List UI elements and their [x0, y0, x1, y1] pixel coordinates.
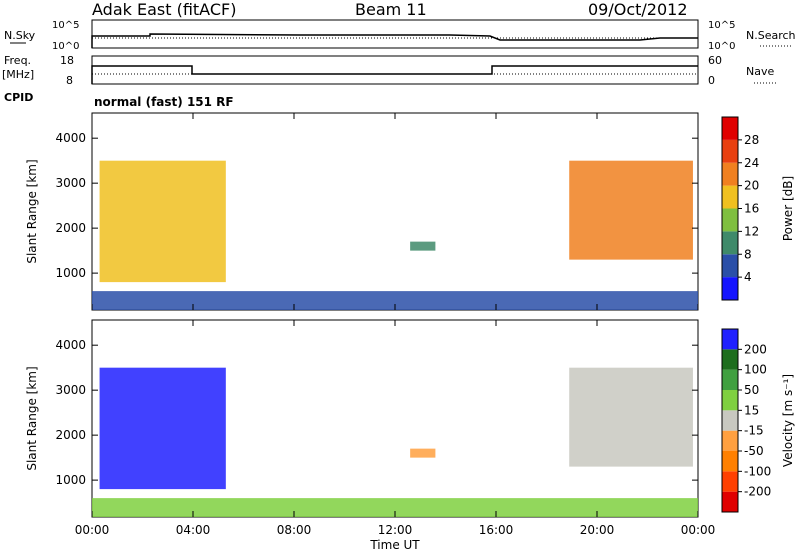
- nsearch-label: N.Search: [746, 29, 796, 42]
- power-colorbar-tick-label-1: 8: [744, 247, 752, 261]
- velocity-xtick-label-0: 00:00: [75, 523, 110, 537]
- power-echo-region-2: [569, 160, 693, 260]
- velocity-colorbar-segment-2: [722, 451, 738, 472]
- nave-label: Nave: [746, 65, 774, 78]
- velocity-colorbar-tick-label-7: -200: [744, 485, 771, 499]
- nave-tick-high: 60: [708, 54, 722, 67]
- date-title: 09/Oct/2012: [588, 0, 688, 19]
- freq-panel: Freq. [MHz] 18 8 60 0 Nave CPID normal (…: [2, 54, 776, 109]
- power-colorbar-segment-6: [722, 139, 738, 163]
- velocity-xtick-label-2: 08:00: [277, 523, 312, 537]
- velocity-echo-region-2: [569, 367, 693, 467]
- cpid-label: CPID: [4, 91, 33, 104]
- velocity-echo-region-3: [92, 498, 698, 517]
- velocity-colorbar-segment-3: [722, 430, 738, 451]
- power-colorbar-label: Power [dB]: [781, 176, 795, 241]
- velocity-colorbar-segment-5: [722, 390, 738, 411]
- power-echo-region-1: [410, 241, 436, 251]
- nsky-label: N.Sky: [4, 29, 36, 42]
- power-echo-region-3: [92, 291, 698, 310]
- velocity-colorbar-tick-label-6: -100: [744, 464, 771, 478]
- velocity-colorbar-segment-6: [722, 369, 738, 390]
- velocity-ytick-label-2: 3000: [55, 383, 86, 397]
- velocity-y-axis-label: Slant Range [km]: [25, 366, 39, 470]
- power-colorbar-segment-0: [722, 277, 738, 300]
- velocity-colorbar-segment-8: [722, 329, 738, 350]
- power-colorbar-tick-label-5: 24: [744, 156, 759, 170]
- velocity-colorbar-segment-0: [722, 491, 738, 512]
- power-colorbar-segment-4: [722, 185, 738, 209]
- velocity-xtick-label-3: 12:00: [378, 523, 413, 537]
- velocity-xtick-label-1: 04:00: [176, 523, 211, 537]
- freq-unit-label: [MHz]: [2, 68, 34, 81]
- power-colorbar-tick-label-6: 28: [744, 133, 759, 147]
- velocity-colorbar-frame: [721, 328, 739, 513]
- velocity-ytick-label-1: 2000: [55, 428, 86, 442]
- velocity-colorbar-tick-label-1: 100: [744, 363, 767, 377]
- noise-panel: N.Sky N.Search 10^5 10^0 10^5 10^0: [4, 19, 796, 52]
- station-title: Adak East (fitACF): [92, 0, 236, 19]
- power-colorbar-tick-label-0: 4: [744, 270, 752, 284]
- power-colorbar-tick-label-3: 16: [744, 202, 759, 216]
- velocity-panel: 1000 2000 3000 4000 00:00 04:00 08:00 12:00 16:0…: [25, 319, 795, 552]
- freq-tick-high: 18: [60, 54, 74, 67]
- power-colorbar-segment-2: [722, 231, 738, 255]
- velocity-colorbar-tick-label-5: -50: [744, 444, 764, 458]
- noise-tick-low-right: 10^0: [708, 41, 735, 52]
- power-ytick-label-1: 2000: [55, 221, 86, 235]
- freq-line: [91, 65, 698, 84]
- power-y-axis-label: Slant Range [km]: [25, 159, 39, 263]
- x-axis-label: Time UT: [369, 538, 420, 552]
- power-colorbar-segment-1: [722, 254, 738, 278]
- velocity-colorbar-segment-4: [722, 410, 738, 431]
- freq-tick-low: 8: [66, 74, 73, 87]
- velocity-ytick-label-3: 4000: [55, 338, 86, 352]
- freq-label: Freq.: [4, 54, 31, 67]
- velocity-xtick-label-6: 00:00: [681, 523, 716, 537]
- velocity-colorbar-tick-label-3: 15: [744, 403, 759, 417]
- power-ytick-label-2: 3000: [55, 176, 86, 190]
- noise-sky-line: [91, 33, 698, 48]
- velocity-colorbar-tick-label-2: 50: [744, 383, 759, 397]
- power-ytick-label-0: 1000: [55, 266, 86, 280]
- velocity-xtick-label-5: 20:00: [580, 523, 615, 537]
- power-colorbar-tick-label-4: 20: [744, 179, 759, 193]
- nave-tick-low: 0: [708, 74, 715, 87]
- power-colorbar-tick-label-2: 12: [744, 224, 759, 238]
- power-echo-region-0: [99, 160, 226, 283]
- power-colorbar-segment-5: [722, 162, 738, 186]
- velocity-ytick-label-0: 1000: [55, 473, 86, 487]
- velocity-xtick-label-4: 16:00: [479, 523, 514, 537]
- power-colorbar-segment-3: [722, 208, 738, 232]
- power-panel: 1000 2000 3000 4000 Slant Range [km] 4 8 12 16 20…: [25, 112, 795, 311]
- velocity-colorbar-tick-label-0: 200: [744, 342, 767, 356]
- velocity-echo-region-1: [410, 448, 436, 458]
- velocity-colorbar-label: Velocity [m s⁻¹]: [781, 374, 795, 467]
- velocity-echo-region-0: [99, 367, 226, 490]
- noise-tick-high-left: 10^5: [52, 20, 79, 31]
- cpid-text: normal (fast) 151 RF: [94, 95, 234, 109]
- velocity-colorbar-segment-1: [722, 471, 738, 492]
- noise-tick-high-right: 10^5: [708, 20, 735, 31]
- power-ytick-label-3: 4000: [55, 131, 86, 145]
- velocity-colorbar-segment-7: [722, 349, 738, 370]
- power-colorbar-segment-7: [722, 117, 738, 140]
- velocity-colorbar-tick-label-4: -15: [744, 424, 764, 438]
- noise-tick-low-left: 10^0: [52, 41, 79, 52]
- beam-title: Beam 11: [355, 0, 427, 19]
